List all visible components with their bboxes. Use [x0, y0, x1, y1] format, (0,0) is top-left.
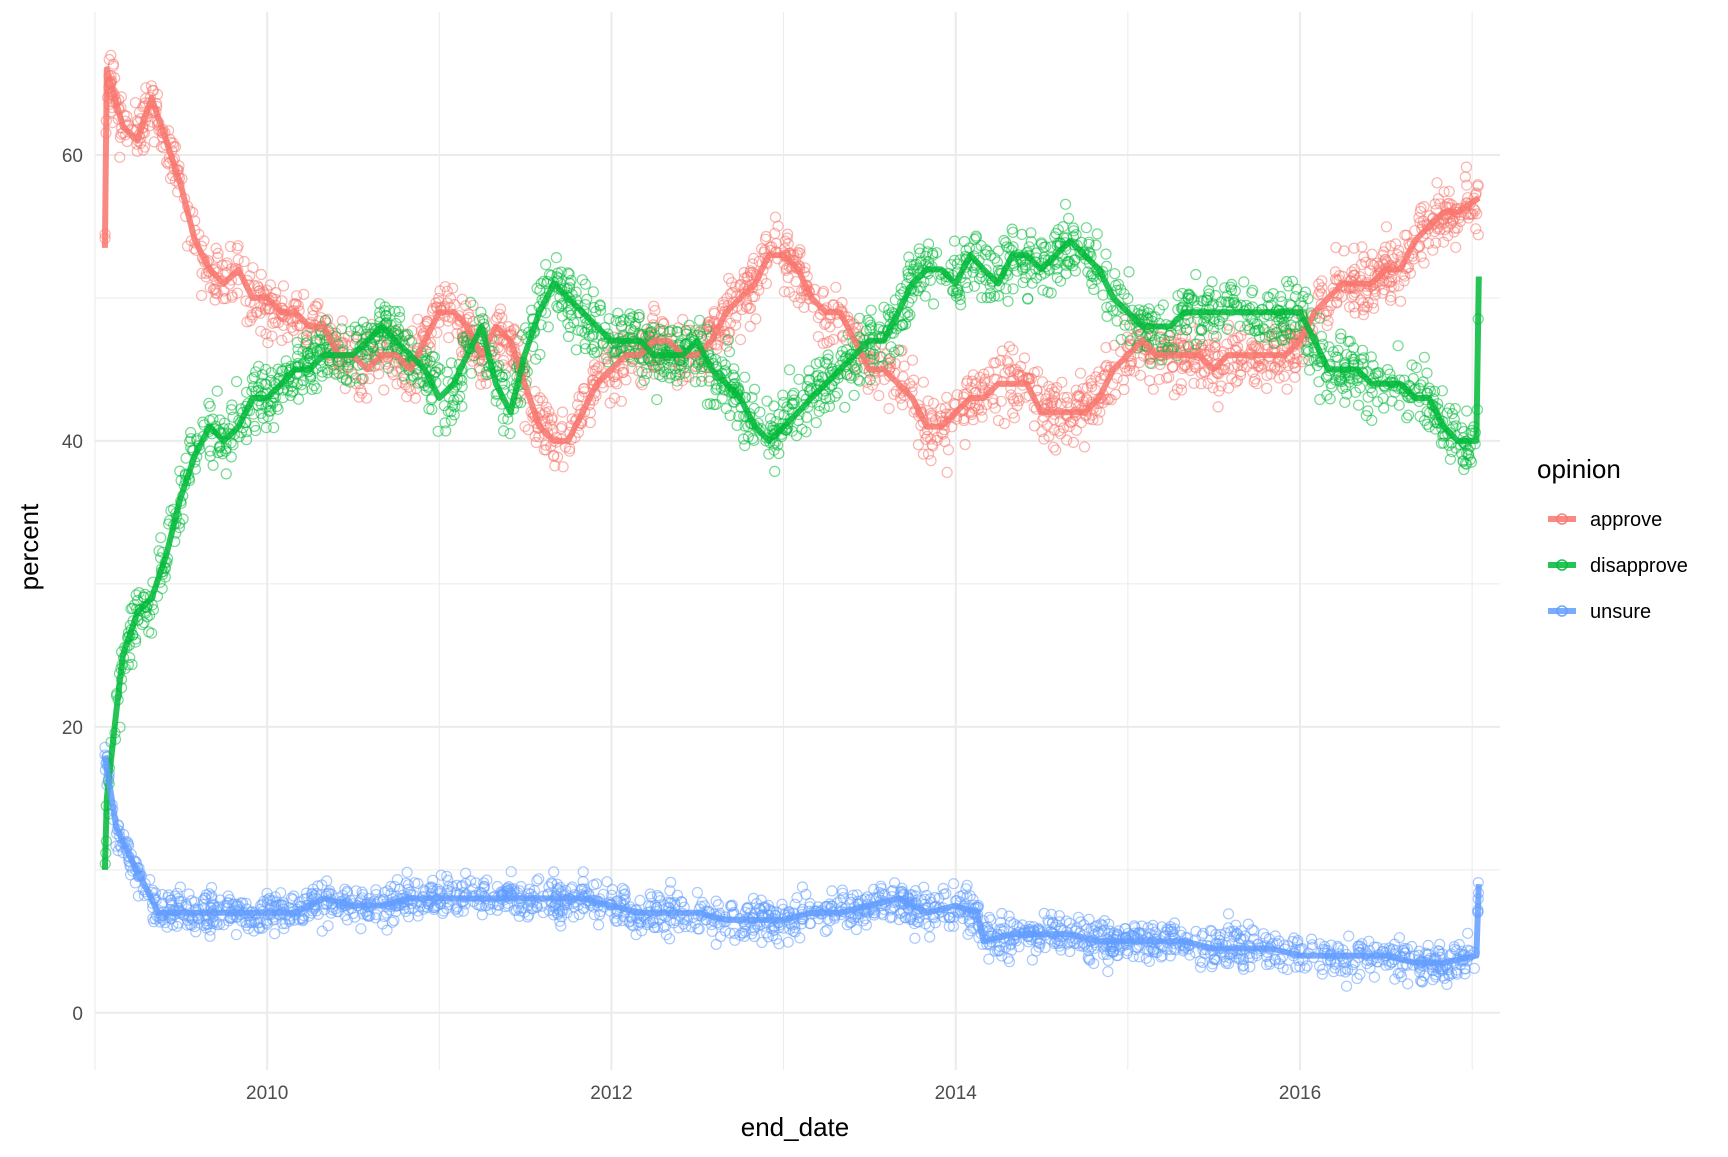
- chart-figure: 02040602010201220142016 end_date percent…: [0, 0, 1728, 1152]
- chart-svg: 02040602010201220142016 end_date percent…: [0, 0, 1728, 1152]
